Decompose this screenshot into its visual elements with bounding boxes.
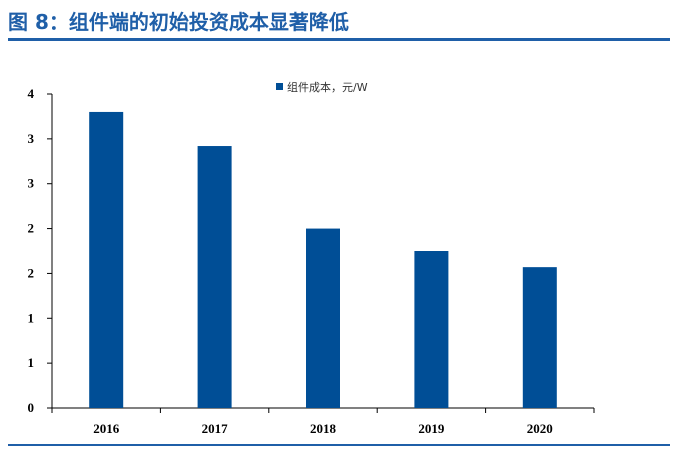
legend-label: 组件成本，元/W: [287, 80, 368, 94]
bottom-rule: [8, 444, 670, 446]
bar-2016: [89, 111, 124, 408]
x-tick-label: 2018: [310, 421, 337, 436]
y-tick-label: 3: [28, 131, 35, 146]
y-tick-label: 2: [28, 221, 35, 236]
figure-title: 图 8：组件端的初始投资成本显著降低: [8, 10, 349, 34]
x-axis-ticks: 2016 2017 2018 2019 2020: [51, 408, 595, 436]
x-tick-label: 2016: [93, 421, 120, 436]
bar-series: [89, 111, 557, 408]
bar-2018: [306, 228, 340, 408]
title-rule: [8, 38, 670, 41]
bar-2020: [522, 267, 557, 408]
y-tick-label: 3: [28, 176, 35, 191]
legend-swatch: [276, 83, 283, 90]
y-tick-label: 1: [28, 310, 35, 325]
y-axis-ticks: 0 1 1 2 2 3 3 4: [28, 86, 52, 415]
x-tick-label: 2019: [418, 421, 445, 436]
bar-2019: [414, 251, 449, 408]
x-tick-label: 2020: [527, 421, 553, 436]
y-tick-label: 4: [28, 86, 35, 101]
y-tick-label: 0: [28, 400, 35, 415]
y-tick-label: 2: [28, 265, 35, 280]
legend: 组件成本，元/W: [276, 80, 368, 94]
bar-2017: [197, 146, 232, 408]
y-tick-label: 1: [28, 355, 35, 370]
x-tick-label: 2017: [202, 421, 229, 436]
